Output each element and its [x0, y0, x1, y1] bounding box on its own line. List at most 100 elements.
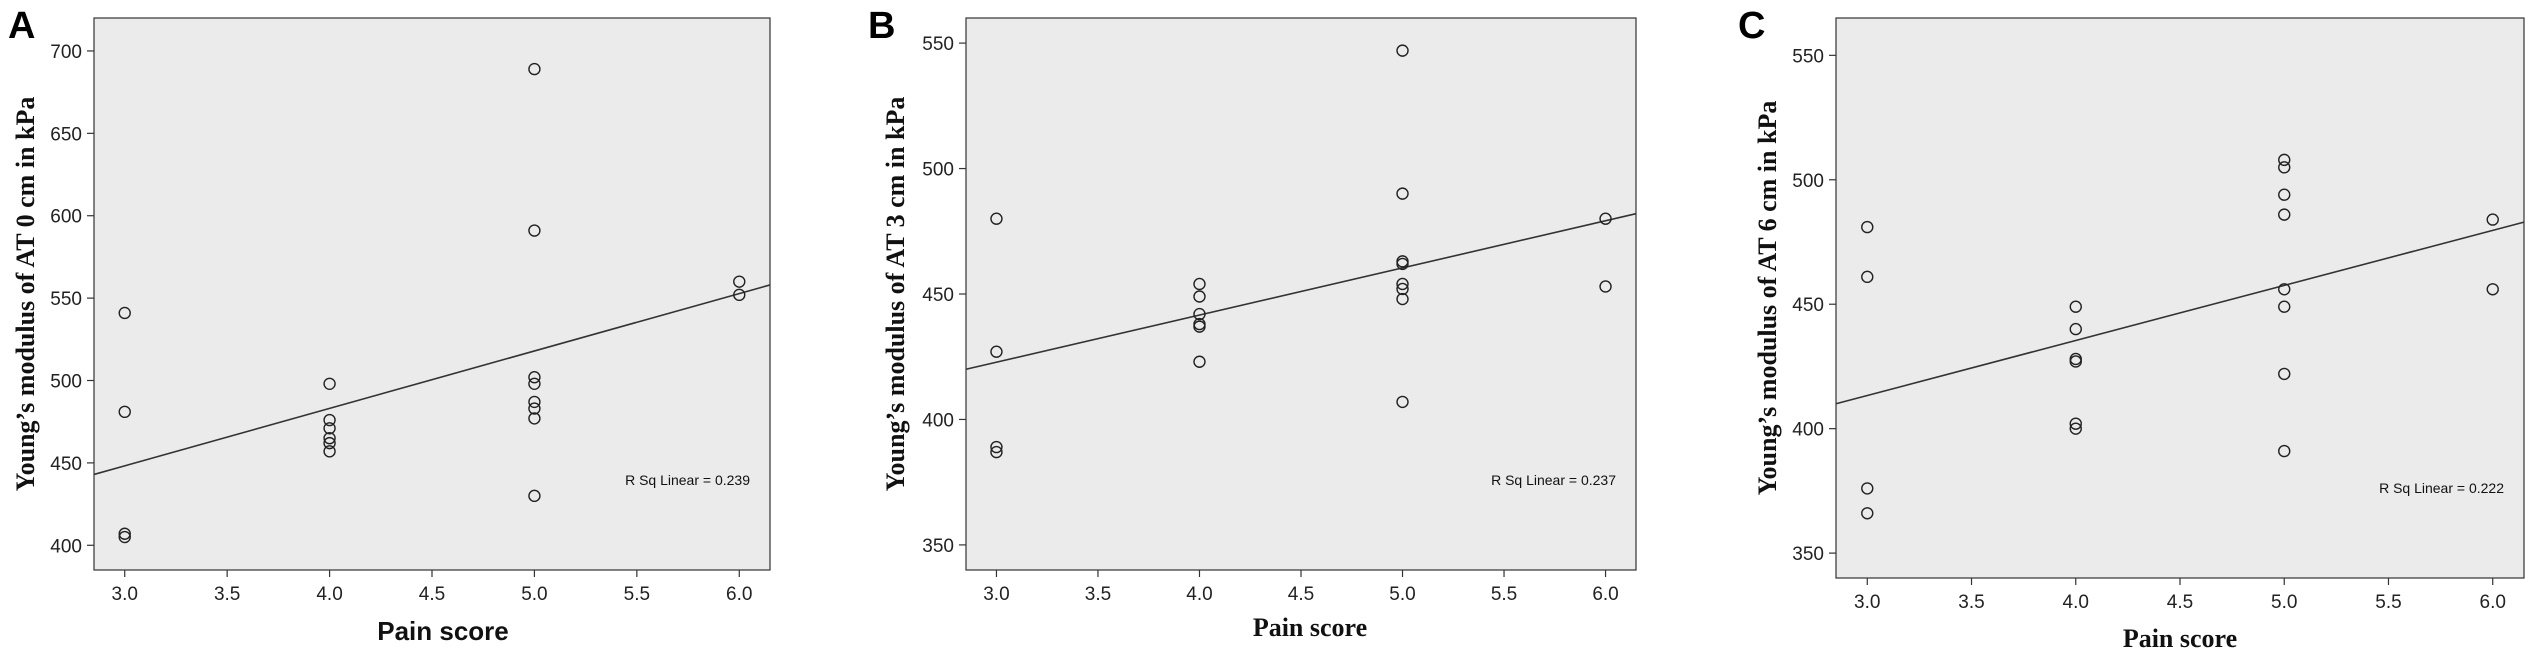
- x-tick-label: 6.0: [2480, 592, 2506, 613]
- plot-area: [93, 17, 771, 571]
- y-tick-label: 350: [922, 536, 954, 557]
- data-point: [323, 445, 336, 458]
- data-point: [1396, 395, 1409, 409]
- x-tick-label: 5.0: [2271, 592, 2297, 613]
- y-tick-label: 450: [922, 285, 954, 306]
- x-tick-label: 3.5: [1958, 592, 1984, 613]
- plot-area: [1835, 17, 2525, 579]
- x-tick-label: 5.5: [624, 584, 650, 605]
- x-tick-label: 4.5: [1288, 584, 1314, 605]
- data-point: [1861, 270, 1874, 284]
- data-point: [733, 288, 746, 302]
- data-point: [1861, 220, 1874, 234]
- data-point: [528, 62, 541, 76]
- x-tick-label: 6.0: [726, 584, 752, 605]
- data-point: [2069, 422, 2082, 435]
- data-point: [118, 530, 131, 544]
- panel-letter: B: [868, 5, 895, 47]
- y-tick-label: 400: [1792, 420, 1824, 441]
- data-point: [2278, 300, 2291, 313]
- x-tick-label: 4.0: [2063, 592, 2089, 613]
- data-point: [323, 422, 336, 435]
- data-point: [1396, 292, 1409, 306]
- data-point: [528, 377, 541, 391]
- data-point: [2278, 188, 2291, 201]
- data-point: [323, 436, 336, 450]
- data-point: [528, 412, 541, 425]
- data-point: [2069, 417, 2082, 430]
- data-point: [118, 306, 131, 320]
- panel-letter: C: [1738, 5, 1765, 47]
- panel-A: A 400 450 500 550 600 650 700 3.0 3.5 4.0 4.5 5.0 5.5…: [8, 5, 771, 646]
- y-tick-label: 400: [922, 410, 954, 431]
- y-tick-label: 500: [50, 372, 82, 393]
- x-axis-label: Pain score: [1253, 613, 1367, 642]
- data-point: [1193, 307, 1206, 321]
- data-point: [2278, 161, 2291, 174]
- data-point: [2486, 283, 2499, 296]
- data-point: [323, 431, 336, 445]
- data-point: [1193, 277, 1206, 291]
- panel-letter: A: [8, 5, 35, 47]
- x-axis-label: Pain score: [2123, 624, 2237, 653]
- data-point: [1599, 212, 1612, 225]
- data-point: [1193, 290, 1206, 303]
- x-tick-label: 6.0: [1592, 584, 1618, 605]
- x-tick-label: 3.0: [983, 584, 1009, 605]
- data-point: [528, 402, 541, 415]
- y-tick-label: 550: [1792, 46, 1824, 67]
- data-point: [528, 395, 541, 409]
- y-tick-label: 600: [50, 207, 82, 228]
- data-point: [1396, 257, 1409, 271]
- x-axis-label: Pain score: [377, 616, 509, 646]
- y-tick-label: 400: [50, 536, 82, 557]
- data-point: [1861, 482, 1874, 495]
- x-tick-label: 4.5: [419, 584, 445, 605]
- data-point: [528, 371, 541, 384]
- data-point: [990, 440, 1003, 454]
- x-tick-label: 5.5: [1491, 584, 1517, 605]
- data-point: [733, 275, 746, 288]
- data-point: [2069, 355, 2082, 368]
- y-tick-label: 550: [50, 289, 82, 310]
- y-tick-label: 700: [50, 42, 82, 63]
- panel-B: B 350 400 450 500 550 3.0 3.5 4.0 4.5 5.0 5.5 6.0 R S…: [868, 5, 1637, 642]
- fit-line: [1835, 221, 2525, 405]
- data-point: [2278, 208, 2291, 221]
- x-tick-label: 4.0: [316, 584, 342, 605]
- x-tick-label: 3.0: [1854, 592, 1880, 613]
- data-point: [528, 489, 541, 503]
- data-point: [2069, 300, 2082, 313]
- x-tick-label: 4.0: [1186, 584, 1212, 605]
- data-point: [990, 212, 1003, 225]
- data-point: [1861, 507, 1874, 520]
- y-tick-label: 500: [922, 160, 954, 181]
- fit-line: [93, 284, 771, 476]
- data-point: [1599, 280, 1612, 293]
- y-axis-label: Young’s modulus of AT 0 cm in kPa: [11, 97, 40, 492]
- data-point: [1396, 282, 1409, 296]
- data-point: [118, 405, 131, 419]
- data-point: [990, 345, 1003, 358]
- x-tick-label: 5.0: [1389, 584, 1415, 605]
- data-point: [2278, 367, 2291, 381]
- y-axis-label: Young’s modulus of AT 3 cm in kPa: [881, 97, 910, 492]
- r-squared-annotation: R Sq Linear = 0.239: [625, 472, 750, 488]
- data-point: [1193, 320, 1206, 333]
- plot-area: [965, 17, 1637, 571]
- y-tick-label: 650: [50, 124, 82, 145]
- y-tick-label: 500: [1792, 171, 1824, 192]
- data-point: [323, 377, 336, 391]
- data-point: [2278, 153, 2291, 167]
- data-point: [2278, 444, 2291, 458]
- data-point: [2069, 322, 2082, 336]
- data-point: [1396, 187, 1409, 200]
- data-point: [990, 445, 1003, 459]
- r-squared-annotation: R Sq Linear = 0.237: [1491, 472, 1616, 488]
- x-tick-label: 3.5: [214, 584, 240, 605]
- y-tick-label: 350: [1792, 544, 1824, 565]
- data-point: [2486, 213, 2499, 226]
- fit-line: [965, 212, 1637, 371]
- data-point: [528, 224, 541, 237]
